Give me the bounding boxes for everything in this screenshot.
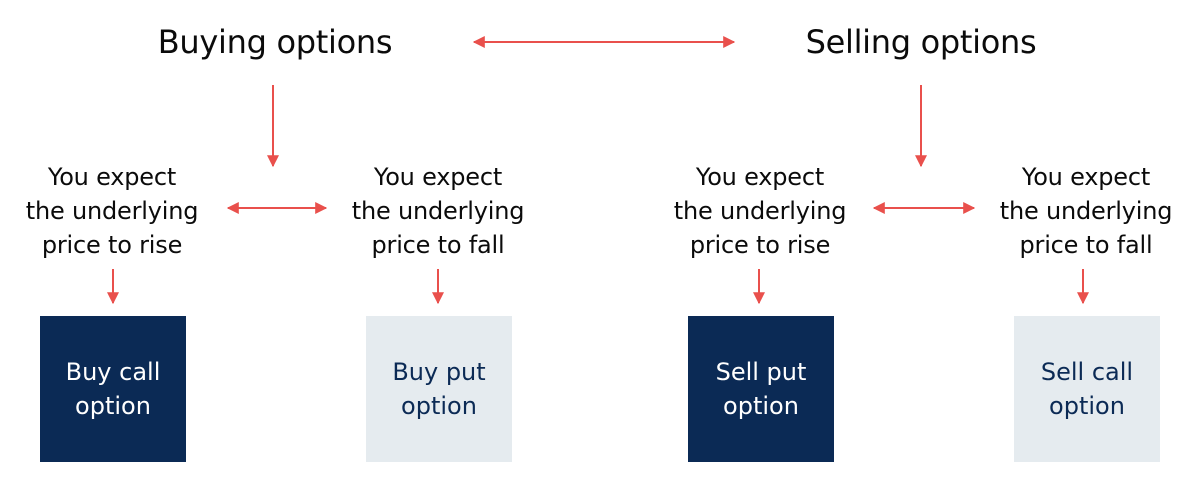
- condition-sell-rise: You expect the underlying price to rise: [673, 163, 847, 259]
- condition-buy-rise: You expect the underlying price to rise: [25, 163, 199, 259]
- heading-buying-options: Buying options: [157, 23, 393, 61]
- condition-sell-fall: You expect the underlying price to fall: [999, 163, 1173, 259]
- heading-selling-options: Selling options: [805, 23, 1037, 61]
- box-buy-call-option: Buy call option: [40, 316, 186, 462]
- box-buy-put-option: Buy put option: [366, 316, 512, 462]
- box-sell-call-option: Sell call option: [1014, 316, 1160, 462]
- condition-buy-fall: You expect the underlying price to fall: [351, 163, 525, 259]
- box-sell-put-option: Sell put option: [688, 316, 834, 462]
